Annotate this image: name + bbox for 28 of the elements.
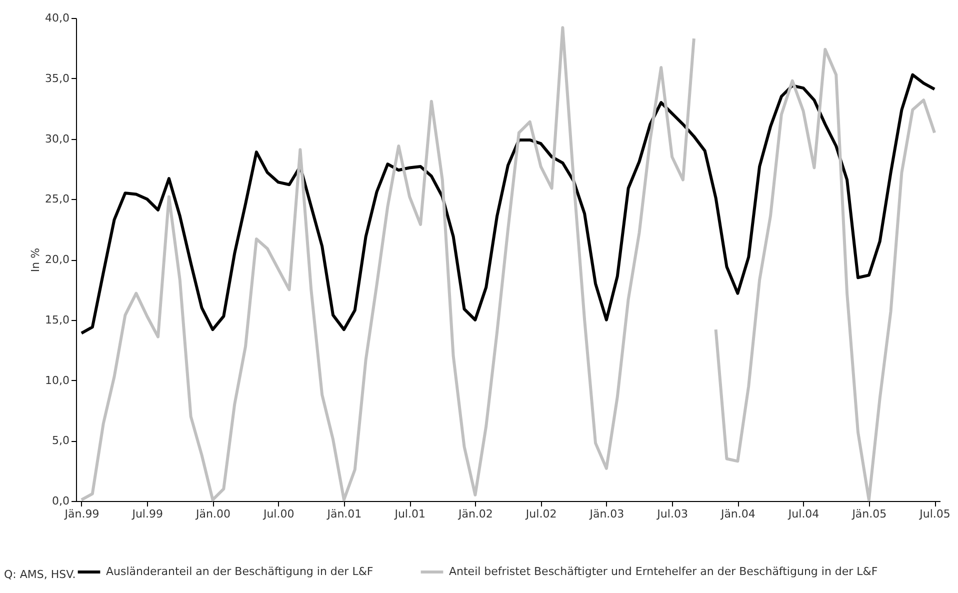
text: Q: AMS, HSV. [4,568,76,581]
x-tick-label: Jul.03 [656,508,688,520]
x-tick-label: Jul.00 [262,508,294,520]
x-tick-label: Jul.01 [394,508,426,520]
legend-label: Anteil befristet Beschäftigter und Erntehelfer an der Beschäftigung in der L&F [449,565,878,578]
y-tick-label: 25,0 [45,192,70,206]
x-tick-label: Jul.04 [787,508,820,520]
y-tick-label: 10,0 [45,374,70,387]
legend-label: Ausländeranteil an der Beschäftigung in der L&F [106,565,374,578]
y-axis-title: In % [29,248,42,272]
x-tick-label: Jän.03 [588,508,624,520]
y-tick-label: 35,0 [45,72,70,85]
x-tick-label: Jul.99 [131,508,163,520]
y-tick-label: 40,0 [45,12,70,24]
x-tick-label: Jän.00 [194,508,230,520]
y-tick-label: 5,0 [52,434,70,448]
x-tick-label: Jän.05 [851,508,887,520]
y-tick-label: 15,0 [45,313,70,326]
x-tick-label: Jul.05 [918,508,950,520]
x-tick-label: Jän.04 [720,508,756,520]
y-tick-label: 20,0 [45,253,70,266]
y-tick-label: 0,0 [52,494,70,508]
x-tick-label: Jul.02 [524,508,557,520]
y-tick-label: 30,0 [45,132,70,146]
x-tick-label: Jän.02 [457,508,493,520]
line-series [80,73,936,335]
x-tick-label: Jän.01 [326,508,362,520]
x-tick-label: Jän.99 [64,508,100,520]
